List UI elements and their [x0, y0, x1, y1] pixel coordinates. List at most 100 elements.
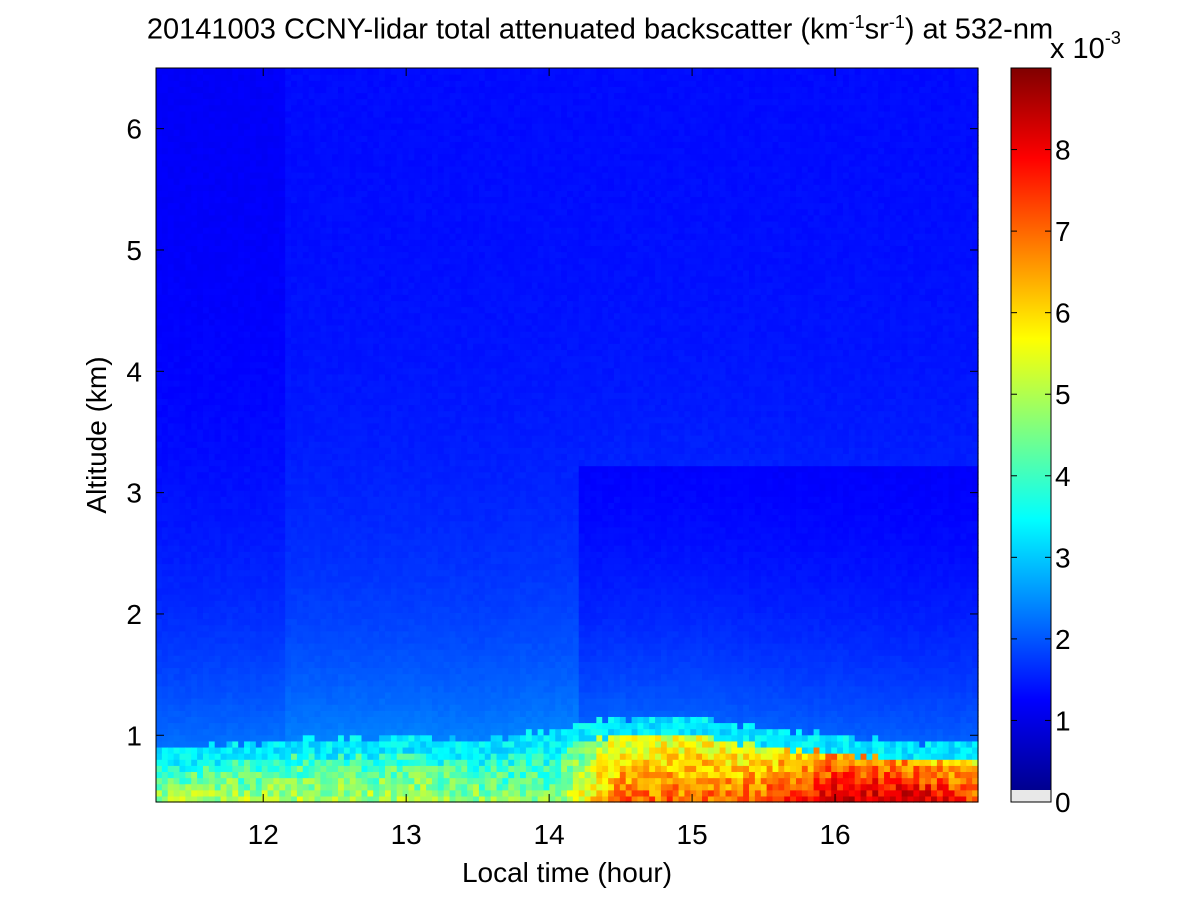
- heatmap-cell: [173, 331, 181, 338]
- heatmap-cell: [156, 165, 163, 173]
- heatmap-cell: [396, 435, 404, 442]
- heatmap-cell: [390, 373, 398, 381]
- heatmap-cell: [214, 367, 222, 375]
- heatmap-cell: [179, 361, 186, 369]
- heatmap-cell: [185, 453, 192, 461]
- heatmap-cell: [361, 318, 368, 326]
- heatmap-cell: [267, 404, 275, 412]
- heatmap-cell: [220, 618, 228, 626]
- heatmap-cell: [238, 557, 245, 565]
- heatmap-cell: [332, 600, 339, 607]
- heatmap-cell: [267, 655, 275, 662]
- heatmap-cell: [185, 129, 192, 136]
- heatmap-cell: [191, 483, 198, 491]
- heatmap-cell: [161, 251, 169, 259]
- heatmap-cell: [191, 661, 198, 669]
- heatmap-cell: [355, 698, 363, 705]
- heatmap-cell: [261, 600, 269, 607]
- heatmap-cell: [220, 679, 228, 687]
- heatmap-cell: [232, 740, 239, 748]
- heatmap-cell: [202, 220, 210, 228]
- heatmap-cell: [214, 123, 222, 130]
- heatmap-cell: [161, 746, 169, 754]
- heatmap-cell: [161, 740, 169, 748]
- heatmap-cell: [232, 104, 239, 112]
- heatmap-cell: [343, 379, 351, 387]
- heatmap-cell: [279, 129, 286, 136]
- heatmap-cell: [238, 728, 245, 736]
- heatmap-cell: [285, 159, 292, 167]
- heatmap-cell: [332, 367, 339, 375]
- heatmap-cell: [367, 171, 374, 179]
- heatmap-cell: [308, 190, 316, 198]
- heatmap-cell: [267, 698, 275, 705]
- heatmap-cell: [326, 435, 333, 442]
- heatmap-cell: [349, 104, 357, 112]
- heatmap-cell: [208, 337, 216, 344]
- heatmap-cell: [179, 220, 186, 228]
- heatmap-cell: [156, 373, 163, 381]
- heatmap-cell: [332, 636, 339, 644]
- heatmap-cell: [202, 275, 210, 283]
- heatmap-cell: [267, 710, 275, 717]
- heatmap-cell: [326, 361, 333, 369]
- heatmap-cell: [308, 667, 316, 675]
- heatmap-cell: [361, 532, 368, 540]
- heatmap-cell: [167, 422, 175, 430]
- heatmap-cell: [232, 471, 239, 479]
- heatmap-cell: [156, 612, 163, 620]
- heatmap-cell: [332, 545, 339, 552]
- heatmap-cell: [238, 575, 245, 583]
- heatmap-cell: [314, 104, 321, 112]
- heatmap-cell: [279, 759, 286, 766]
- heatmap-cell: [244, 649, 251, 656]
- heatmap-cell: [367, 441, 374, 448]
- heatmap-cell: [367, 483, 374, 491]
- heatmap-cell: [249, 563, 257, 571]
- heatmap-cell: [197, 331, 204, 338]
- heatmap-cell: [349, 563, 357, 571]
- heatmap-cell: [273, 636, 280, 644]
- heatmap-cell: [273, 159, 280, 167]
- heatmap-cell: [390, 740, 398, 748]
- heatmap-cell: [202, 618, 210, 626]
- heatmap-cell: [161, 92, 169, 100]
- heatmap-cell: [208, 771, 216, 779]
- heatmap-cell: [379, 471, 386, 479]
- heatmap-cell: [214, 116, 222, 124]
- heatmap-cell: [167, 612, 175, 620]
- heatmap-cell: [379, 600, 386, 607]
- heatmap-cell: [167, 129, 175, 136]
- heatmap-cell: [191, 404, 198, 412]
- heatmap-cell: [261, 655, 269, 662]
- heatmap-cell: [338, 606, 345, 613]
- heatmap-cell: [396, 649, 404, 656]
- heatmap-cell: [244, 373, 251, 381]
- heatmap-cell: [320, 508, 327, 516]
- heatmap-cell: [361, 716, 368, 724]
- heatmap-cell: [214, 227, 222, 234]
- heatmap-cell: [244, 508, 251, 516]
- heatmap-cell: [249, 428, 257, 436]
- heatmap-cell: [267, 765, 275, 773]
- heatmap-cell: [214, 636, 222, 644]
- heatmap-cell: [267, 343, 275, 350]
- heatmap-cell: [326, 373, 333, 381]
- heatmap-cell: [173, 606, 181, 613]
- heatmap-cell: [167, 636, 175, 644]
- heatmap-cell: [179, 661, 186, 669]
- heatmap-cell: [343, 282, 351, 289]
- heatmap-cell: [320, 392, 327, 399]
- heatmap-cell: [291, 777, 298, 785]
- heatmap-cell: [291, 110, 298, 118]
- heatmap-cell: [273, 251, 280, 259]
- heatmap-cell: [167, 581, 175, 589]
- heatmap-cell: [355, 777, 363, 785]
- heatmap-cell: [379, 86, 386, 94]
- heatmap-cell: [361, 740, 368, 748]
- heatmap-cell: [390, 465, 398, 473]
- heatmap-cell: [338, 520, 345, 528]
- heatmap-cell: [185, 710, 192, 717]
- heatmap-cell: [156, 722, 163, 730]
- heatmap-cell: [267, 300, 275, 308]
